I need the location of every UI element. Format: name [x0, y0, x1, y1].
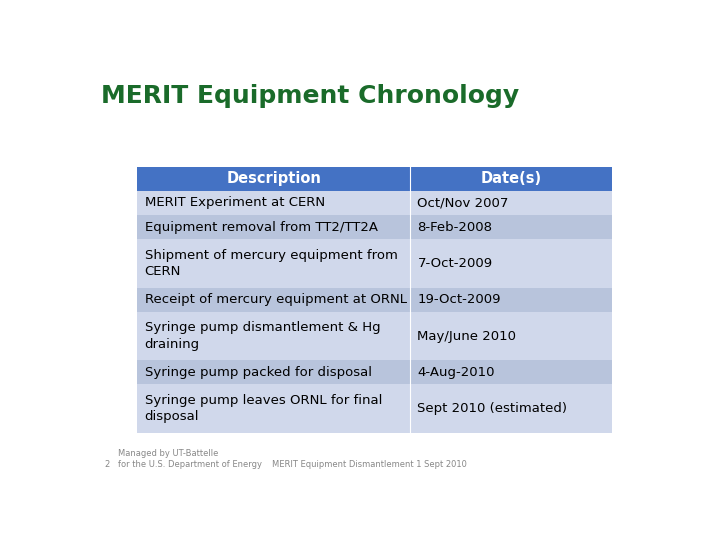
Text: Date(s): Date(s)	[480, 171, 541, 186]
Text: 8-Feb-2008: 8-Feb-2008	[418, 221, 492, 234]
Bar	[138, 360, 612, 384]
Text: MERIT Equipment Chronology: MERIT Equipment Chronology	[101, 84, 519, 107]
Text: MERIT Equipment Dismantlement 1 Sept 2010: MERIT Equipment Dismantlement 1 Sept 201…	[271, 461, 467, 469]
Text: Shipment of mercury equipment from
CERN: Shipment of mercury equipment from CERN	[145, 249, 397, 278]
Bar	[138, 191, 612, 215]
Text: Sept 2010 (estimated): Sept 2010 (estimated)	[418, 402, 567, 415]
Text: Oct/Nov 2007: Oct/Nov 2007	[418, 197, 509, 210]
Bar	[138, 215, 612, 239]
Text: Description: Description	[226, 171, 321, 186]
Bar	[138, 167, 612, 191]
Text: Syringe pump packed for disposal: Syringe pump packed for disposal	[145, 366, 372, 379]
Text: Syringe pump dismantlement & Hg
draining: Syringe pump dismantlement & Hg draining	[145, 321, 380, 351]
Text: Equipment removal from TT2/TT2A: Equipment removal from TT2/TT2A	[145, 221, 378, 234]
Text: Receipt of mercury equipment at ORNL: Receipt of mercury equipment at ORNL	[145, 293, 407, 306]
Bar	[138, 384, 612, 433]
Bar	[138, 312, 612, 360]
Bar	[138, 239, 612, 288]
Text: 7-Oct-2009: 7-Oct-2009	[418, 257, 492, 270]
Text: May/June 2010: May/June 2010	[418, 329, 516, 342]
Text: 4-Aug-2010: 4-Aug-2010	[418, 366, 495, 379]
Text: MERIT Experiment at CERN: MERIT Experiment at CERN	[145, 197, 325, 210]
Text: 2: 2	[104, 461, 109, 469]
Text: 19-Oct-2009: 19-Oct-2009	[418, 293, 501, 306]
Text: Managed by UT-Battelle
for the U.S. Department of Energy: Managed by UT-Battelle for the U.S. Depa…	[118, 449, 262, 469]
Bar	[138, 288, 612, 312]
Text: Syringe pump leaves ORNL for final
disposal: Syringe pump leaves ORNL for final dispo…	[145, 394, 382, 423]
